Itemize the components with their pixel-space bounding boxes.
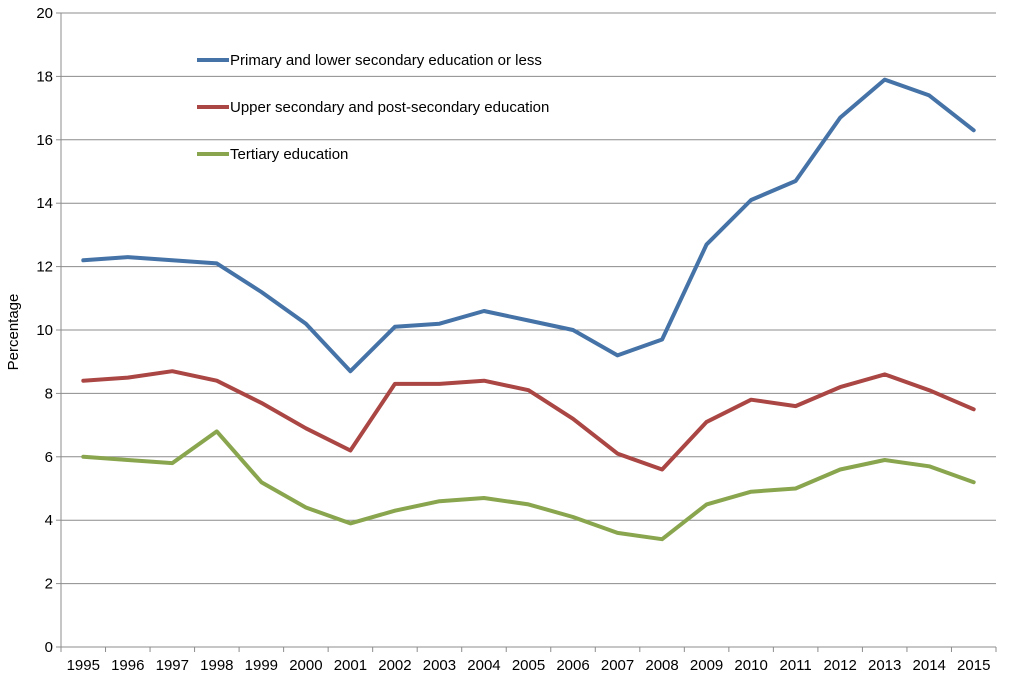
- legend: Primary and lower secondary education or…: [197, 52, 549, 163]
- y-tick-label: 12: [36, 259, 53, 276]
- x-tick-label: 2002: [378, 657, 411, 674]
- x-tick-label: 2003: [423, 657, 456, 674]
- x-tick-label: 2000: [289, 657, 322, 674]
- x-tick-label: 2010: [734, 657, 767, 674]
- y-tick-label: 8: [45, 385, 53, 402]
- y-tick-label: 4: [45, 512, 53, 529]
- series-line-1: [81, 369, 976, 472]
- x-tick-label: 2013: [868, 657, 901, 674]
- y-axis-tick-labels: 0 2 4 6 8 10 12 14 16 18 20: [36, 5, 53, 656]
- x-tick-label: 2005: [512, 657, 545, 674]
- x-tick-label: 2008: [645, 657, 678, 674]
- gridlines: [61, 12, 996, 585]
- x-tick-label: 2006: [556, 657, 589, 674]
- y-tick-label: 20: [36, 5, 53, 22]
- legend-label-1: Upper secondary and post-secondary educa…: [230, 99, 549, 116]
- series-line-0: [81, 77, 976, 374]
- y-axis-title: Percentage: [5, 294, 22, 371]
- y-tick-label: 18: [36, 68, 53, 85]
- y-tick-label: 16: [36, 132, 53, 149]
- x-axis-tick-labels: 1995 1996 1997 1998 1999 2000 2001 2002 2003 2004…: [67, 657, 991, 674]
- y-tick-label: 0: [45, 639, 53, 656]
- x-tick-label: 2015: [957, 657, 990, 674]
- x-tick-label: 1998: [200, 657, 233, 674]
- x-tick-label: 1995: [67, 657, 100, 674]
- legend-label-0: Primary and lower secondary education or…: [230, 52, 542, 69]
- x-tick-label: 1997: [156, 657, 189, 674]
- series-line-2: [81, 429, 976, 542]
- series-lines: [81, 77, 976, 542]
- y-tick-label: 2: [45, 576, 53, 593]
- axes: [56, 12, 997, 652]
- x-tick-label: 2012: [823, 657, 856, 674]
- x-tick-label: 1999: [245, 657, 278, 674]
- x-tick-label: 2014: [913, 657, 946, 674]
- x-tick-label: 2009: [690, 657, 723, 674]
- y-tick-label: 10: [36, 322, 53, 339]
- legend-label-2: Tertiary education: [230, 146, 348, 163]
- y-tick-label: 6: [45, 449, 53, 466]
- y-tick-label: 14: [36, 195, 53, 212]
- x-tick-label: 1996: [111, 657, 144, 674]
- x-tick-label: 2004: [467, 657, 500, 674]
- x-tick-label: 2007: [601, 657, 634, 674]
- x-tick-label: 2001: [334, 657, 367, 674]
- x-tick-label: 2011: [780, 657, 812, 674]
